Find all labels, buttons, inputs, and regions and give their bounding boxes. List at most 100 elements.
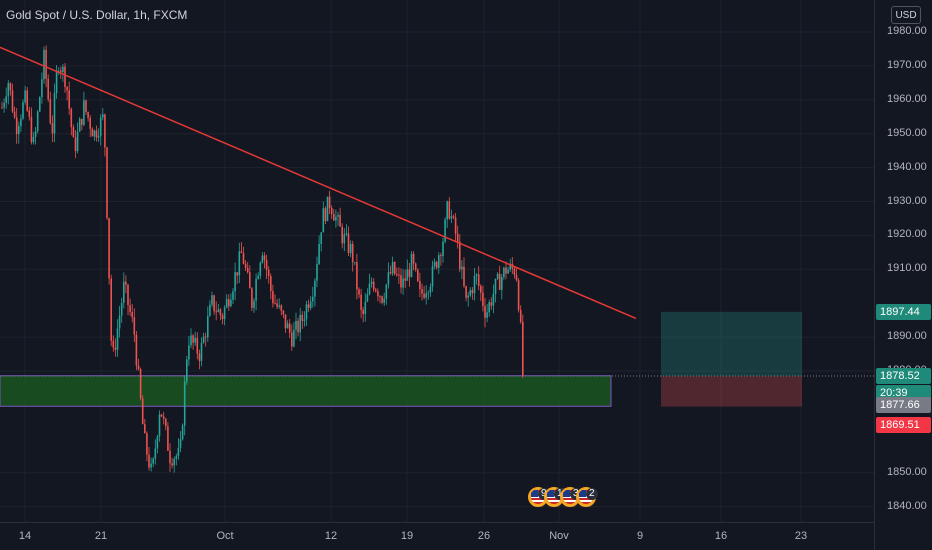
candle-body [318, 243, 320, 264]
candle-body [165, 418, 167, 427]
time-tick-label: 23 [794, 530, 808, 542]
candle-body [39, 97, 41, 112]
candle-body [236, 272, 238, 276]
candle-body [505, 267, 507, 274]
candle-body [112, 340, 115, 348]
candle-body [494, 278, 497, 294]
candle-body [333, 214, 335, 221]
candle-body [99, 117, 102, 136]
candle-body [379, 296, 381, 298]
candle-body [467, 295, 469, 298]
candle-body [446, 201, 448, 220]
candle-body [209, 304, 211, 316]
candle-body [330, 207, 333, 215]
candle-body [26, 90, 28, 111]
time-axis[interactable]: 14 21 Oct 12 19 26 Nov 9 16 23 [0, 522, 874, 550]
candle-body [364, 301, 367, 315]
candle-body [309, 301, 312, 308]
candle-body [299, 314, 301, 333]
price-tick-label: 1960.00 [887, 92, 927, 105]
price-tick-label: 1950.00 [887, 126, 927, 139]
candle-body [431, 266, 434, 287]
candle-body [448, 201, 451, 219]
candle-body [175, 455, 178, 459]
price-chart[interactable] [0, 0, 874, 522]
candle-body [326, 196, 329, 222]
candle-body [76, 131, 79, 152]
candle-body [288, 323, 291, 333]
candle-body [51, 123, 54, 134]
candle-body [125, 281, 127, 285]
candle-body [34, 131, 37, 137]
candle-body [259, 262, 262, 276]
candle-body [249, 272, 251, 289]
candle-body [137, 365, 140, 370]
candle-body [480, 286, 482, 293]
candle-body [242, 252, 245, 264]
candle-body [496, 273, 499, 279]
candle-body [435, 261, 438, 268]
candle-body [450, 216, 453, 219]
candle-body [150, 463, 152, 468]
price-tick-label: 1890.00 [887, 330, 927, 343]
candle-body [438, 255, 440, 268]
candle-body [196, 337, 199, 354]
candle-body [192, 335, 194, 343]
candle-body [139, 369, 142, 399]
candle-body [316, 263, 318, 281]
candle-body [3, 102, 5, 108]
candle-body [276, 303, 278, 307]
candle-body [181, 425, 184, 440]
candle-body [72, 127, 75, 138]
candle-body [228, 299, 230, 307]
candle-body [221, 315, 224, 320]
candle-body [498, 273, 501, 290]
candle-body [1, 107, 3, 109]
time-tick-label: 19 [400, 530, 414, 542]
price-axis[interactable]: 1980.00 1970.00 1960.00 1950.00 1940.00 1930.… [874, 0, 932, 550]
candle-body [284, 314, 287, 329]
candle-body [154, 448, 157, 459]
candle-body [377, 291, 379, 297]
candle-body [375, 289, 377, 292]
price-badge: 1877.66 [876, 397, 931, 414]
candle-body [398, 274, 400, 276]
candle-body [270, 276, 272, 292]
candle-body [190, 335, 192, 346]
candle-body [293, 329, 295, 347]
position-target-zone [661, 311, 802, 377]
candle-body [429, 286, 432, 293]
candle-body [234, 272, 236, 292]
currency-button[interactable]: USD [891, 6, 921, 24]
price-tick-label: 1850.00 [887, 465, 927, 478]
candle-body [156, 436, 159, 449]
candle-body [162, 416, 165, 419]
candle-body [244, 263, 247, 269]
candle-body [57, 70, 60, 72]
candle-body [337, 214, 339, 217]
price-tick-label: 1980.00 [887, 25, 927, 37]
candle-body [383, 298, 385, 303]
candle-body [179, 439, 182, 448]
candle-body [89, 117, 91, 129]
price-badge: 1878.52 [876, 368, 931, 385]
candle-body [459, 241, 461, 270]
candle-body [13, 111, 16, 118]
candle-body [488, 302, 490, 313]
candle-body [32, 136, 35, 143]
candle-body [339, 214, 341, 227]
candle-body [425, 293, 427, 298]
candle-body [261, 255, 264, 263]
candle-body [265, 260, 268, 270]
candle-body [129, 305, 131, 313]
chart-area[interactable] [0, 0, 874, 522]
candle-body [522, 321, 524, 376]
candle-body [381, 296, 383, 303]
candle-body [475, 274, 478, 276]
candle-body [297, 320, 299, 333]
candle-body [95, 130, 98, 138]
candle-body [322, 208, 325, 233]
candle-body [307, 304, 310, 308]
price-tick-label: 1840.00 [887, 499, 927, 512]
candle-body [515, 274, 518, 281]
